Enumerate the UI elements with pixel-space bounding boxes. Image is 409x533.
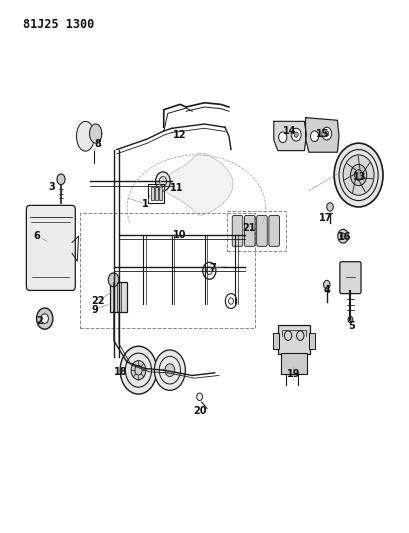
Polygon shape — [160, 153, 233, 215]
Circle shape — [108, 273, 119, 287]
Circle shape — [348, 317, 353, 323]
Circle shape — [131, 361, 146, 379]
Circle shape — [165, 364, 175, 376]
Text: 1: 1 — [142, 199, 149, 209]
FancyBboxPatch shape — [340, 262, 361, 294]
Text: 17: 17 — [319, 213, 333, 223]
Circle shape — [325, 131, 329, 136]
Bar — [309, 333, 315, 349]
Text: 15: 15 — [316, 128, 330, 139]
Circle shape — [92, 130, 99, 138]
FancyBboxPatch shape — [26, 205, 75, 290]
Circle shape — [338, 229, 348, 243]
Text: 6: 6 — [33, 231, 40, 241]
Bar — [159, 187, 162, 200]
Circle shape — [351, 165, 367, 185]
Bar — [151, 187, 153, 200]
Polygon shape — [274, 122, 306, 151]
Bar — [148, 184, 164, 203]
Circle shape — [41, 314, 48, 324]
Text: 14: 14 — [283, 126, 297, 136]
Circle shape — [294, 132, 298, 138]
Polygon shape — [76, 122, 94, 151]
Circle shape — [291, 128, 301, 141]
Bar — [273, 333, 279, 349]
Circle shape — [327, 203, 333, 211]
Polygon shape — [90, 124, 102, 143]
Circle shape — [324, 280, 330, 289]
Polygon shape — [306, 118, 339, 152]
Circle shape — [120, 346, 157, 394]
FancyBboxPatch shape — [245, 215, 255, 246]
Text: 81J25 1300: 81J25 1300 — [23, 18, 94, 31]
Text: 11: 11 — [170, 183, 184, 193]
Text: 13: 13 — [353, 172, 366, 182]
Bar — [110, 282, 127, 312]
FancyBboxPatch shape — [269, 215, 279, 246]
Circle shape — [36, 308, 53, 329]
Text: 21: 21 — [243, 223, 256, 233]
Text: 10: 10 — [173, 230, 187, 240]
Circle shape — [57, 174, 65, 184]
Text: 20: 20 — [193, 406, 207, 416]
Circle shape — [334, 143, 383, 207]
Text: 8: 8 — [94, 139, 101, 149]
Text: 2: 2 — [36, 316, 43, 326]
Bar — [155, 187, 157, 200]
Circle shape — [310, 131, 319, 142]
Circle shape — [341, 233, 346, 239]
Circle shape — [322, 127, 332, 140]
Text: 12: 12 — [173, 130, 187, 140]
FancyBboxPatch shape — [257, 215, 267, 246]
Circle shape — [154, 350, 185, 390]
Text: 9: 9 — [92, 305, 99, 315]
Text: 18: 18 — [114, 367, 128, 377]
Circle shape — [343, 155, 374, 195]
FancyBboxPatch shape — [232, 215, 243, 246]
Text: 7: 7 — [209, 263, 216, 272]
Bar — [278, 325, 310, 354]
Circle shape — [155, 172, 170, 191]
Bar — [281, 353, 307, 374]
Text: 19: 19 — [287, 369, 300, 379]
Text: 4: 4 — [324, 286, 330, 295]
Text: 16: 16 — [338, 232, 352, 243]
Bar — [80, 213, 256, 328]
Bar — [227, 211, 286, 251]
Circle shape — [355, 169, 363, 180]
Text: 5: 5 — [348, 321, 355, 331]
Text: 3: 3 — [48, 182, 55, 192]
Circle shape — [279, 132, 287, 143]
Text: 22: 22 — [91, 296, 104, 306]
